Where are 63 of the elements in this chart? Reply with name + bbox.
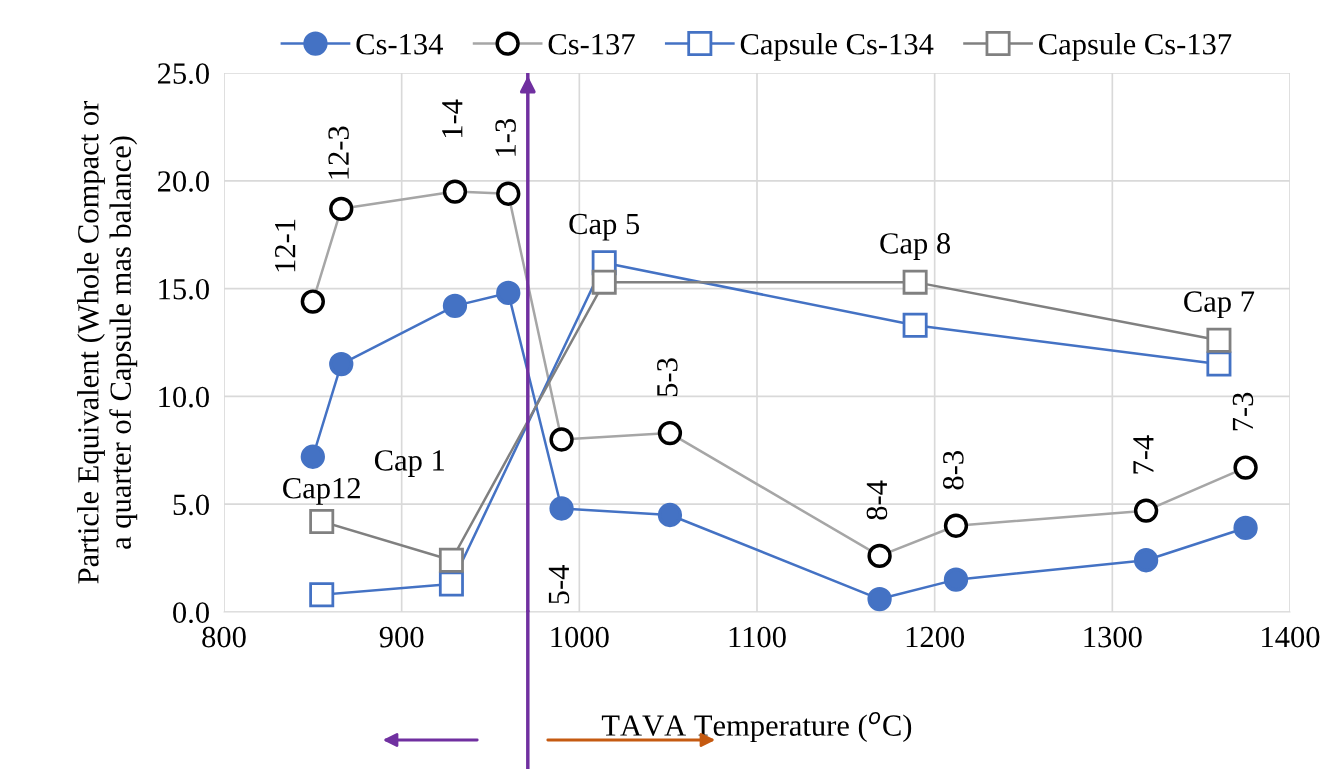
annotation: Cap12 (283, 478, 360, 505)
point (442, 293, 468, 319)
point (300, 444, 325, 469)
point (1233, 455, 1258, 480)
annotation: 12-1 (274, 219, 296, 272)
point (591, 269, 617, 295)
annotation: Cap 8 (880, 233, 951, 260)
point (902, 269, 928, 295)
point (943, 513, 969, 538)
point (496, 181, 521, 206)
annotation: Cap 5 (569, 213, 640, 241)
y-tick-label: 25.0 (157, 63, 209, 85)
y-tick-label: 0.0 (173, 602, 209, 624)
point (300, 289, 325, 314)
point (496, 280, 521, 306)
x-tick-label: 1000 (551, 626, 609, 648)
point (1206, 327, 1232, 353)
legend-label: Capsule Cs-134 (740, 33, 934, 61)
y-tick-label: 15.0 (159, 278, 209, 300)
annotation: Cap 7 (1184, 291, 1255, 319)
point (438, 571, 464, 597)
annotation: 12-3 (328, 126, 349, 179)
annotation: 1-4 (442, 99, 463, 138)
x-tick-label: 1200 (906, 626, 965, 648)
x-tick-label: 800 (202, 626, 246, 648)
y-axis-title: Particle Equivalent (Whole Compact or a quarter of Capsule mas balance) (77, 100, 138, 584)
point (1233, 515, 1258, 541)
x-tick-label: 1300 (1084, 626, 1142, 648)
point (902, 312, 928, 338)
annotation: 8-3 (943, 451, 964, 490)
annotation: 7-4 (1133, 435, 1154, 474)
point (438, 547, 464, 573)
point (943, 567, 969, 592)
x-axis-title: TAVA Temperature ($^{o}$C) (601, 711, 912, 743)
y-tick-label: 10.0 (159, 386, 209, 408)
point (657, 420, 683, 446)
annotation: 5-4 (548, 565, 570, 604)
annotation: Cap 1 (374, 450, 444, 477)
point (309, 508, 335, 534)
x-tick-label: 900 (379, 626, 424, 648)
legend-label: Cs-134 (356, 34, 443, 55)
point (657, 502, 683, 528)
legend-label: Capsule Cs-137 (1039, 33, 1232, 61)
x-tick-label: 1400 (1262, 626, 1320, 648)
annotation: 8-4 (866, 480, 888, 520)
point (309, 582, 335, 608)
point (1133, 498, 1159, 523)
annotation: 7-3 (1232, 392, 1254, 431)
annotation: 1-3 (495, 119, 516, 156)
point (1206, 351, 1232, 377)
point (549, 427, 574, 452)
point (329, 351, 354, 377)
point (867, 586, 892, 612)
y-tick-label: 5.0 (173, 494, 209, 516)
point (867, 543, 892, 569)
point (549, 496, 574, 521)
annotation: 5-3 (657, 358, 678, 397)
x-tick-label: 1100 (729, 626, 786, 648)
point (329, 196, 354, 221)
y-tick-label: 20.0 (157, 171, 209, 192)
point (442, 179, 468, 204)
point (1133, 548, 1159, 573)
legend-label: Cs-137 (548, 34, 635, 55)
